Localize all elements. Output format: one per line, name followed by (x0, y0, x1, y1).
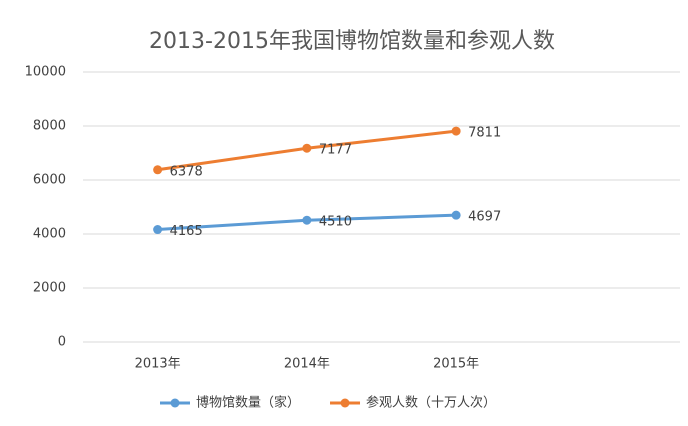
chart-title: 2013-2015年我国博物馆数量和参观人数 (149, 29, 555, 54)
data-point (302, 215, 312, 225)
data-label: 4165 (170, 224, 203, 239)
y-tick-label: 10000 (25, 65, 66, 80)
data-point (153, 225, 163, 235)
y-tick-label: 8000 (33, 119, 66, 134)
data-label: 7811 (468, 126, 501, 141)
data-point (153, 165, 163, 175)
y-tick-label: 2000 (33, 281, 66, 296)
legend-marker (170, 398, 180, 408)
x-tick-label: 2013年 (135, 357, 181, 372)
data-point (451, 210, 461, 220)
legend-label: 博物馆数量（家） (196, 395, 300, 411)
data-label: 7177 (319, 143, 352, 158)
legend-label: 参观人数（十万人次） (366, 395, 496, 411)
legend-marker (340, 398, 350, 408)
y-tick-label: 4000 (33, 227, 66, 242)
data-label: 4697 (468, 210, 501, 225)
x-tick-label: 2015年 (433, 357, 479, 372)
data-label: 6378 (170, 164, 203, 179)
data-label: 4510 (319, 215, 352, 230)
data-point (302, 143, 312, 153)
y-tick-label: 6000 (33, 173, 66, 188)
y-tick-label: 0 (58, 335, 66, 350)
x-tick-label: 2014年 (284, 357, 330, 372)
data-point (451, 126, 461, 136)
